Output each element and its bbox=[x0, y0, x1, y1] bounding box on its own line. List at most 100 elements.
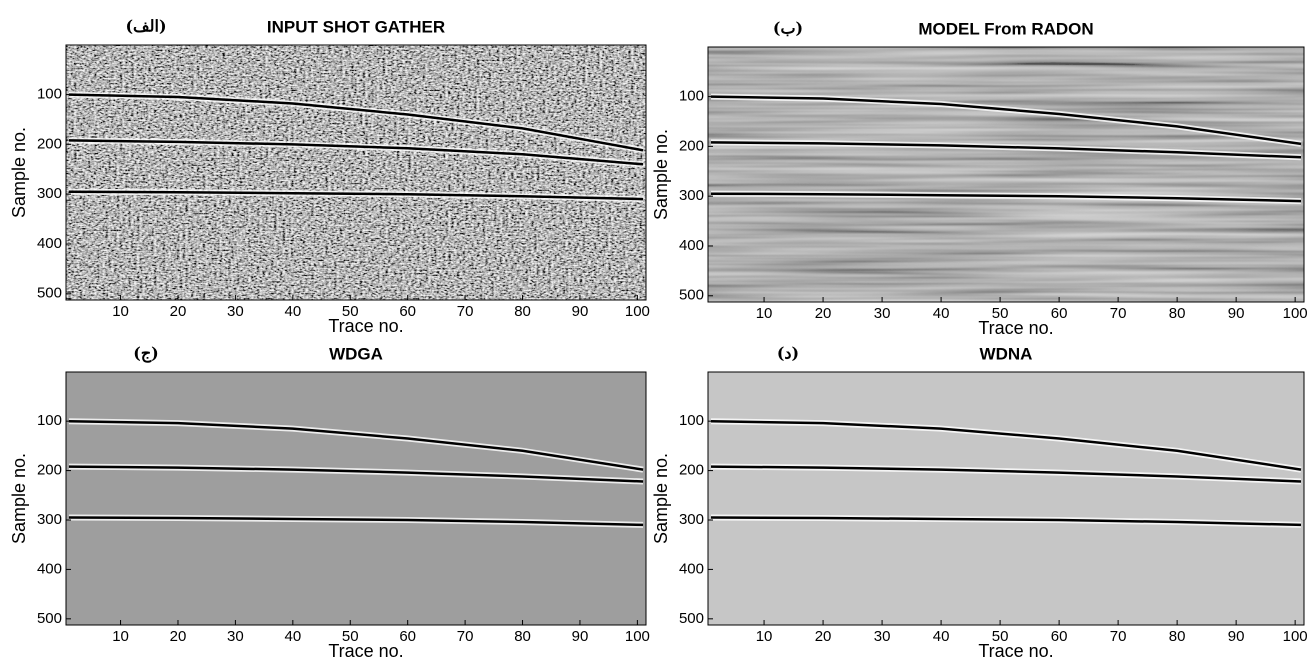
y-tick-label: 300 bbox=[679, 187, 704, 204]
x-tick-label: 30 bbox=[874, 305, 891, 322]
y-tick-label: 400 bbox=[37, 560, 62, 577]
x-tick-label: 50 bbox=[992, 628, 1009, 645]
x-tick-label: 10 bbox=[756, 628, 773, 645]
texture bbox=[708, 47, 1304, 302]
x-tick-label: 80 bbox=[514, 303, 531, 320]
plot-area bbox=[708, 47, 1304, 302]
x-tick-label: 100 bbox=[625, 303, 650, 320]
x-tick-label: 40 bbox=[284, 628, 301, 645]
event-line bbox=[710, 95, 1302, 146]
x-tick-label: 80 bbox=[1169, 305, 1186, 322]
image-background bbox=[66, 372, 646, 625]
event-line bbox=[68, 139, 644, 166]
x-tick-label: 40 bbox=[933, 305, 950, 322]
x-tick-label: 60 bbox=[399, 628, 416, 645]
y-tick-label: 100 bbox=[679, 412, 704, 429]
y-tick-label: 500 bbox=[679, 610, 704, 627]
y-axis-label: Sample no. bbox=[9, 453, 29, 544]
y-tick-label: 500 bbox=[679, 287, 704, 304]
x-axis-label: Trace no. bbox=[328, 316, 403, 336]
y-tick-label: 300 bbox=[37, 511, 62, 528]
axes-frame bbox=[707, 46, 1305, 303]
event-line bbox=[68, 93, 644, 152]
x-tick-label: 50 bbox=[342, 303, 359, 320]
x-tick-label: 20 bbox=[815, 305, 832, 322]
panel-label: (الف) bbox=[125, 17, 166, 36]
x-tick-label: 40 bbox=[284, 303, 301, 320]
x-tick-label: 60 bbox=[399, 303, 416, 320]
x-axis-label: Trace no. bbox=[978, 641, 1053, 661]
event-line bbox=[710, 516, 1302, 527]
y-tick-label: 300 bbox=[37, 185, 62, 202]
image-background bbox=[708, 372, 1304, 625]
x-tick-label: 60 bbox=[1051, 628, 1068, 645]
event-line bbox=[68, 419, 644, 471]
x-tick-label: 70 bbox=[457, 628, 474, 645]
x-tick-label: 100 bbox=[1283, 305, 1308, 322]
x-tick-label: 30 bbox=[227, 303, 244, 320]
axes-frame bbox=[65, 371, 647, 626]
x-tick-label: 80 bbox=[1169, 628, 1186, 645]
event-line bbox=[710, 141, 1302, 159]
panel-label: (ج) bbox=[133, 344, 158, 364]
chart-title: WDGA bbox=[329, 344, 383, 363]
y-tick-label: 100 bbox=[679, 88, 704, 105]
chart-title: MODEL From RADON bbox=[918, 19, 1093, 38]
x-tick-label: 80 bbox=[514, 628, 531, 645]
x-tick-label: 90 bbox=[572, 303, 589, 320]
x-tick-label: 10 bbox=[756, 305, 773, 322]
x-tick-label: 90 bbox=[1228, 305, 1245, 322]
y-axis-label: Sample no. bbox=[651, 129, 671, 220]
plot-area bbox=[66, 372, 646, 625]
y-tick-label: 300 bbox=[679, 511, 704, 528]
y-tick-label: 200 bbox=[679, 462, 704, 479]
y-tick-label: 100 bbox=[37, 86, 62, 103]
event-line bbox=[68, 516, 644, 527]
x-tick-label: 70 bbox=[1110, 628, 1127, 645]
x-tick-label: 50 bbox=[342, 628, 359, 645]
y-tick-label: 500 bbox=[37, 285, 62, 302]
x-tick-label: 30 bbox=[227, 628, 244, 645]
axes-frame bbox=[707, 371, 1305, 626]
event-line bbox=[68, 190, 644, 201]
plot-area bbox=[708, 372, 1304, 625]
panel-label: (د) bbox=[777, 344, 799, 363]
y-tick-label: 100 bbox=[37, 412, 62, 429]
x-tick-label: 50 bbox=[992, 305, 1009, 322]
y-axis-label: Sample no. bbox=[9, 127, 29, 218]
x-tick-label: 10 bbox=[112, 628, 129, 645]
x-tick-label: 70 bbox=[457, 303, 474, 320]
plot-area bbox=[66, 45, 646, 300]
x-tick-label: 100 bbox=[625, 628, 650, 645]
x-tick-label: 20 bbox=[170, 628, 187, 645]
event-line bbox=[710, 419, 1302, 471]
y-axis-label: Sample no. bbox=[651, 453, 671, 544]
x-tick-label: 20 bbox=[170, 303, 187, 320]
chart-title: WDNA bbox=[980, 344, 1033, 363]
axes-frame bbox=[65, 44, 647, 301]
y-tick-label: 500 bbox=[37, 610, 62, 627]
x-tick-label: 90 bbox=[1228, 628, 1245, 645]
event-line bbox=[710, 192, 1302, 203]
y-tick-label: 400 bbox=[679, 560, 704, 577]
texture bbox=[66, 45, 646, 300]
y-tick-label: 400 bbox=[37, 235, 62, 252]
y-tick-label: 200 bbox=[37, 462, 62, 479]
x-tick-label: 40 bbox=[933, 628, 950, 645]
panel-label: (ب) bbox=[773, 19, 803, 38]
x-axis-label: Trace no. bbox=[328, 641, 403, 661]
x-tick-label: 60 bbox=[1051, 305, 1068, 322]
x-tick-label: 100 bbox=[1283, 628, 1308, 645]
y-tick-label: 200 bbox=[679, 137, 704, 154]
chart-title: INPUT SHOT GATHER bbox=[267, 17, 445, 36]
y-tick-label: 200 bbox=[37, 135, 62, 152]
x-tick-label: 30 bbox=[874, 628, 891, 645]
x-tick-label: 10 bbox=[112, 303, 129, 320]
x-tick-label: 70 bbox=[1110, 305, 1127, 322]
y-tick-label: 400 bbox=[679, 237, 704, 254]
x-tick-label: 20 bbox=[815, 628, 832, 645]
event-line bbox=[68, 465, 644, 483]
x-tick-label: 90 bbox=[572, 628, 589, 645]
